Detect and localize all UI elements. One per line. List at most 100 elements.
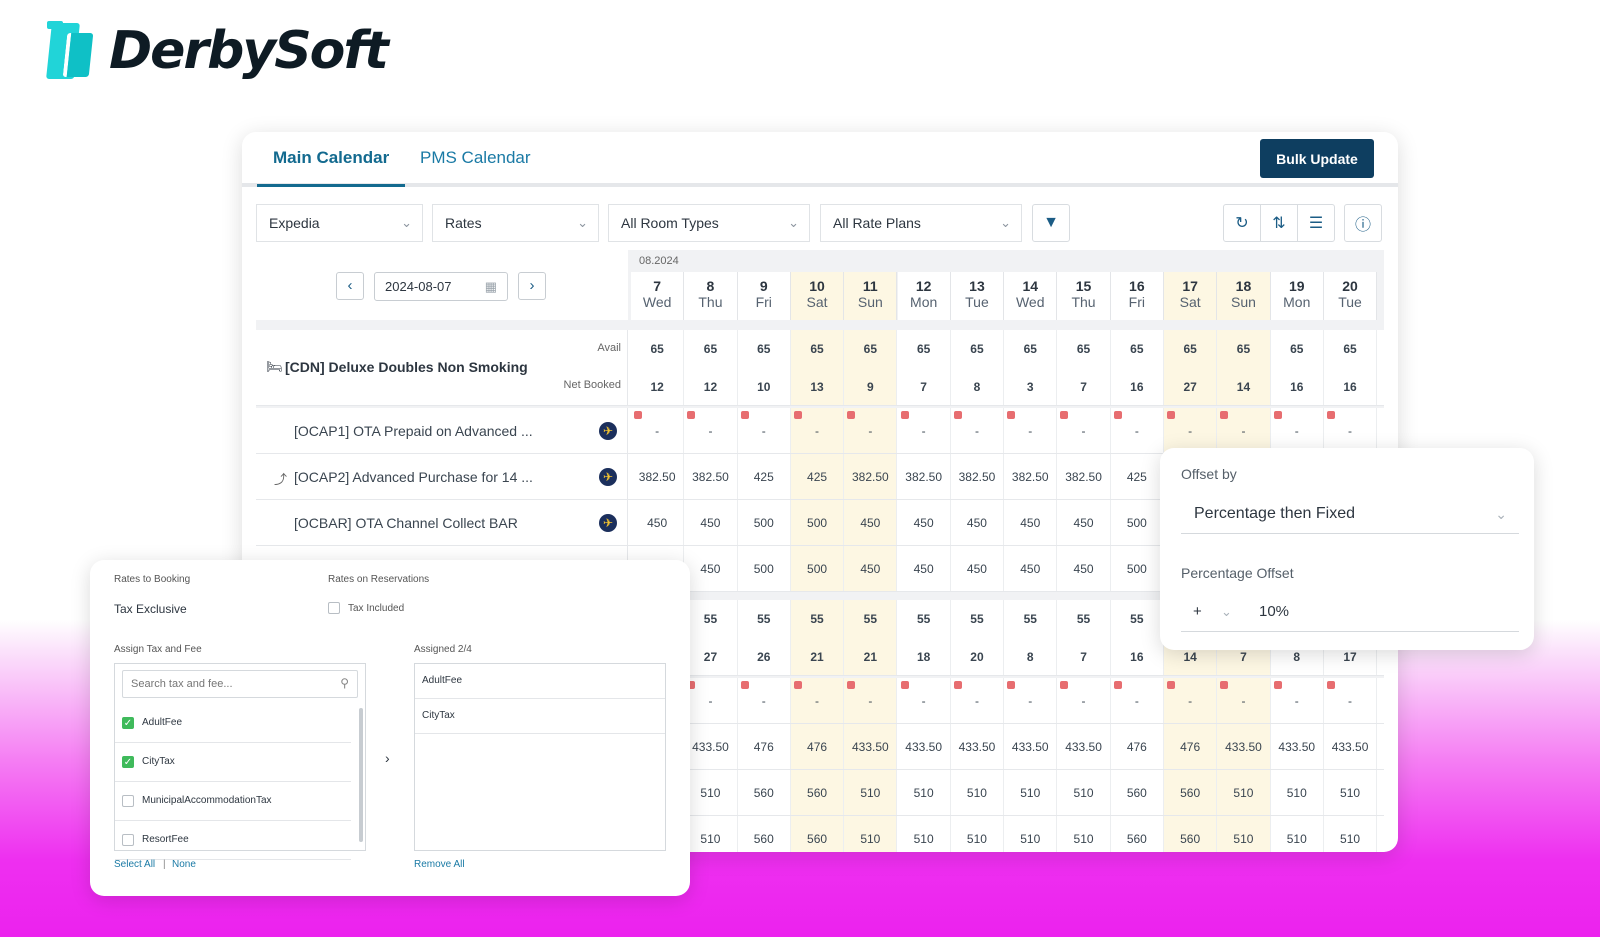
rate-cell[interactable]: 433.50 bbox=[951, 724, 1005, 769]
rate-cell[interactable]: 382.50 bbox=[844, 454, 898, 499]
sort-button[interactable]: ⇅ bbox=[1260, 204, 1298, 242]
tax-option-item[interactable]: ✓ AdultFee bbox=[115, 704, 351, 743]
rate-cell[interactable]: 510 bbox=[1004, 816, 1058, 852]
offset-sign-select[interactable]: + bbox=[1193, 603, 1202, 620]
rate-cell[interactable]: 500 bbox=[790, 500, 845, 545]
rate-cell[interactable]: 382.50 bbox=[684, 454, 738, 499]
assigned-item[interactable]: AdultFee bbox=[415, 664, 665, 699]
rate-cell[interactable]: 560 bbox=[1111, 816, 1164, 852]
rate-cell[interactable]: 510 bbox=[684, 770, 738, 815]
rate-cell[interactable]: 510 bbox=[1271, 816, 1324, 852]
rate-cell[interactable]: 500 bbox=[1111, 500, 1164, 545]
rate-cell[interactable]: - bbox=[1004, 408, 1058, 453]
rate-cell[interactable]: - bbox=[738, 678, 791, 723]
rate-cell[interactable]: 510 bbox=[1004, 770, 1058, 815]
rate-cell[interactable]: 450 bbox=[684, 546, 738, 591]
rate-cell[interactable]: 450 bbox=[631, 500, 685, 545]
tax-option-item[interactable]: MunicipalAccommodationTax bbox=[115, 782, 351, 821]
rate-cell[interactable]: - bbox=[844, 678, 898, 723]
rate-cell[interactable]: - bbox=[1057, 678, 1111, 723]
rate-cell[interactable]: - bbox=[684, 678, 738, 723]
previous-date-button[interactable]: ‹ bbox=[336, 272, 364, 300]
rate-cell[interactable]: 433.50 bbox=[1271, 724, 1324, 769]
rate-cell[interactable]: 560 bbox=[1164, 816, 1218, 852]
rate-cell[interactable]: 450 bbox=[898, 546, 951, 591]
rate-cell[interactable]: - bbox=[1324, 408, 1378, 453]
rate-cell[interactable]: - bbox=[1217, 408, 1271, 453]
rate-cell[interactable]: 433.50 bbox=[898, 724, 951, 769]
next-date-button[interactable]: › bbox=[518, 272, 546, 300]
rate-cell[interactable]: - bbox=[898, 678, 951, 723]
tax-option-checkbox[interactable]: ✓ bbox=[122, 756, 134, 768]
rate-cell[interactable]: 450 bbox=[951, 546, 1005, 591]
assigned-item[interactable]: CityTax bbox=[415, 699, 665, 734]
assign-arrow-icon[interactable]: › bbox=[385, 750, 390, 766]
data-type-select[interactable]: Rates ⌄ bbox=[432, 204, 599, 242]
rate-cell[interactable]: 433.50 bbox=[684, 724, 738, 769]
rate-cell[interactable]: 510 bbox=[898, 770, 951, 815]
rate-cell[interactable]: 510 bbox=[844, 770, 898, 815]
refresh-button[interactable]: ↻ bbox=[1223, 204, 1261, 242]
percentage-offset-input[interactable]: 10% bbox=[1259, 603, 1290, 620]
rate-cell[interactable]: - bbox=[951, 678, 1005, 723]
rate-cell[interactable]: 425 bbox=[790, 454, 845, 499]
rate-cell[interactable]: 510 bbox=[1324, 770, 1378, 815]
rate-cell[interactable]: 433.50 bbox=[1004, 724, 1058, 769]
rate-cell[interactable]: 510 bbox=[1057, 816, 1111, 852]
rate-cell[interactable]: 382.50 bbox=[1057, 454, 1111, 499]
tax-list-scrollbar[interactable] bbox=[359, 708, 363, 842]
rate-cell[interactable]: 510 bbox=[1217, 816, 1271, 852]
rate-cell[interactable]: - bbox=[898, 408, 951, 453]
rate-cell[interactable]: 382.50 bbox=[1004, 454, 1058, 499]
rate-cell[interactable]: 450 bbox=[898, 500, 951, 545]
rate-plans-select[interactable]: All Rate Plans ⌄ bbox=[820, 204, 1022, 242]
settings-button[interactable]: ☰ bbox=[1297, 204, 1335, 242]
tax-option-checkbox[interactable] bbox=[122, 834, 134, 846]
channel-select[interactable]: Expedia ⌄ bbox=[256, 204, 423, 242]
rate-cell[interactable]: 510 bbox=[951, 770, 1005, 815]
rate-cell[interactable]: - bbox=[1111, 678, 1164, 723]
rate-cell[interactable]: 450 bbox=[844, 546, 898, 591]
rate-cell[interactable]: 560 bbox=[738, 816, 791, 852]
rate-cell[interactable]: 500 bbox=[738, 500, 791, 545]
rate-cell[interactable]: - bbox=[790, 408, 845, 453]
rate-cell[interactable]: 433.50 bbox=[844, 724, 898, 769]
rate-cell[interactable]: 476 bbox=[1111, 724, 1164, 769]
tax-option-item[interactable]: ✓ CityTax bbox=[115, 743, 351, 782]
rate-cell[interactable]: - bbox=[1217, 678, 1271, 723]
rate-cell[interactable]: - bbox=[844, 408, 898, 453]
rate-cell[interactable]: 476 bbox=[738, 724, 791, 769]
bulk-update-button[interactable]: Bulk Update bbox=[1260, 139, 1374, 178]
rate-cell[interactable]: - bbox=[738, 408, 791, 453]
rate-cell[interactable]: - bbox=[1004, 678, 1058, 723]
rate-cell[interactable]: - bbox=[790, 678, 845, 723]
tax-option-checkbox[interactable] bbox=[122, 795, 134, 807]
rate-cell[interactable]: 382.50 bbox=[631, 454, 685, 499]
rate-cell[interactable]: 560 bbox=[790, 816, 845, 852]
rate-cell[interactable]: 382.50 bbox=[898, 454, 951, 499]
tax-option-checkbox[interactable]: ✓ bbox=[122, 717, 134, 729]
rate-cell[interactable]: 425 bbox=[738, 454, 791, 499]
rate-cell[interactable]: - bbox=[1324, 678, 1378, 723]
rate-cell[interactable]: 450 bbox=[951, 500, 1005, 545]
info-button[interactable]: ⓘ bbox=[1344, 204, 1382, 242]
rate-cell[interactable]: - bbox=[1111, 408, 1164, 453]
rate-cell[interactable]: 560 bbox=[1164, 770, 1218, 815]
rate-cell[interactable]: 433.50 bbox=[1057, 724, 1111, 769]
tax-option-item[interactable]: ResortFee bbox=[115, 821, 351, 860]
rate-cell[interactable]: - bbox=[631, 408, 685, 453]
tax-included-checkbox[interactable] bbox=[328, 602, 340, 614]
rate-cell[interactable]: 500 bbox=[790, 546, 845, 591]
rate-cell[interactable]: 510 bbox=[1217, 770, 1271, 815]
rate-cell[interactable]: 510 bbox=[1324, 816, 1378, 852]
rate-cell[interactable]: - bbox=[1271, 678, 1324, 723]
filter-button[interactable]: ▼ bbox=[1032, 204, 1070, 242]
rate-cell[interactable]: - bbox=[1271, 408, 1324, 453]
rate-cell[interactable]: 433.50 bbox=[1324, 724, 1378, 769]
tab-pms-calendar[interactable]: PMS Calendar bbox=[420, 148, 531, 167]
rate-cell[interactable]: 450 bbox=[1057, 546, 1111, 591]
rate-cell[interactable]: 476 bbox=[790, 724, 845, 769]
rate-cell[interactable]: 510 bbox=[684, 816, 738, 852]
tab-main-calendar[interactable]: Main Calendar bbox=[257, 146, 406, 187]
remove-all-link[interactable]: Remove All bbox=[414, 859, 465, 870]
